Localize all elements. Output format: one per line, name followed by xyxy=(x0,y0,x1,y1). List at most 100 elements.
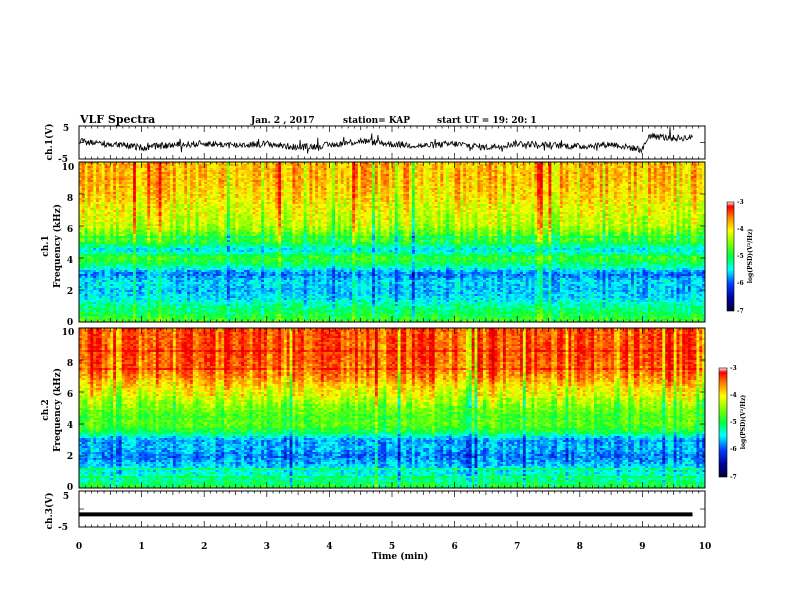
spectrogram-cell xyxy=(241,190,245,193)
spectrogram-cell xyxy=(551,178,555,181)
spectrogram-cell xyxy=(451,194,455,197)
spectrogram-cell xyxy=(79,176,83,179)
spectrogram-cell xyxy=(195,164,199,167)
spectrogram-cell xyxy=(474,204,478,207)
spectrogram-cell xyxy=(645,172,649,175)
spectrogram-cell xyxy=(377,186,381,189)
spectrogram-cell xyxy=(198,204,202,207)
spectrogram-cell xyxy=(599,202,603,205)
spectrogram-cell xyxy=(420,178,424,181)
spectrogram-cell xyxy=(531,162,535,165)
spectrogram-cell xyxy=(332,164,336,167)
spectrogram-cell xyxy=(616,176,620,179)
spectrogram-cell xyxy=(702,200,706,203)
spectrogram-cell xyxy=(286,168,290,171)
spectrogram-cell xyxy=(423,194,427,197)
spectrogram-cell xyxy=(460,166,464,169)
spectrogram-cell xyxy=(648,162,652,165)
spectrogram-cell xyxy=(460,170,464,173)
spectrogram-cell xyxy=(329,174,333,177)
spectrogram-cell xyxy=(352,190,356,193)
spectrogram-cell xyxy=(315,184,319,187)
spectrogram-cell xyxy=(110,204,114,207)
spectrogram-cell xyxy=(690,176,694,179)
spectrogram-cell xyxy=(682,192,686,195)
spectrogram-cell xyxy=(87,176,91,179)
spectrogram-cell xyxy=(522,192,527,195)
spectrogram-cell xyxy=(346,188,350,191)
spectrogram-cell xyxy=(457,198,461,201)
spectrogram-cell xyxy=(636,190,640,193)
spectrogram-cell xyxy=(679,166,683,169)
spectrogram-cell xyxy=(258,166,262,169)
spectrogram-cell xyxy=(386,192,390,195)
spectrogram-cell xyxy=(215,162,219,165)
spectrogram-cell xyxy=(631,174,635,177)
spectrogram-cell xyxy=(266,200,270,203)
spectrogram-cell xyxy=(198,174,202,177)
spectrogram-cell xyxy=(414,174,418,177)
spectrogram-cell xyxy=(485,168,490,171)
spectrogram-cell xyxy=(690,168,694,171)
spectrogram-cell xyxy=(551,190,555,193)
spectrogram-cell xyxy=(474,178,478,181)
spectrogram-cell xyxy=(448,182,453,185)
spectrogram-cell xyxy=(349,194,353,197)
spectrogram-cell xyxy=(323,200,327,203)
spectrogram-cell xyxy=(144,194,148,197)
spectrogram-cell xyxy=(266,180,270,183)
spectrogram-cell xyxy=(309,174,313,177)
spectrogram-cell xyxy=(420,200,424,203)
spectrogram-cell xyxy=(702,166,706,169)
spectrogram-cell xyxy=(602,190,606,193)
spectrogram-cell xyxy=(241,182,245,185)
spectrogram-cell xyxy=(639,174,643,177)
spectrogram-cell xyxy=(93,172,97,175)
spectrogram-cell xyxy=(158,170,162,173)
spectrogram-cell xyxy=(244,184,248,187)
spectrogram-cell xyxy=(286,164,290,167)
spectrogram-cell xyxy=(93,198,97,201)
spectrogram-cell xyxy=(366,204,370,207)
spectrogram-cell xyxy=(295,162,299,165)
spectrogram-cell xyxy=(340,166,344,169)
spectrogram-cell xyxy=(531,184,535,187)
spectrogram-cell xyxy=(699,182,703,185)
spectrogram-cell xyxy=(502,202,507,205)
spectrogram-cell xyxy=(326,168,330,171)
spectrogram-cell xyxy=(500,170,504,173)
spectrogram-cell xyxy=(420,168,424,171)
spectrogram-cell xyxy=(645,178,649,181)
spectrogram-cell xyxy=(309,198,313,201)
spectrogram-cell xyxy=(537,188,541,191)
spectrogram-cell xyxy=(565,186,569,189)
spectrogram-cell xyxy=(380,202,384,205)
spectrogram-cell xyxy=(286,172,290,175)
spectrogram-cell xyxy=(613,190,618,193)
spectrogram-cell xyxy=(298,180,302,183)
spectrogram-cell xyxy=(377,174,381,177)
spectrogram-cell xyxy=(155,188,159,191)
spectrogram-cell xyxy=(266,172,270,175)
spectrogram-cell xyxy=(164,194,168,197)
spectrogram-cell xyxy=(383,178,387,181)
spectrogram-cell xyxy=(309,178,313,181)
spectrogram-cell xyxy=(471,182,475,185)
spectrogram-cell xyxy=(520,164,524,167)
spectrogram-cell xyxy=(93,202,97,205)
spectrogram-cell xyxy=(326,172,330,175)
spectrogram-cell xyxy=(454,182,458,185)
spectrogram-cell xyxy=(539,176,544,179)
spectrogram-cell xyxy=(582,172,586,175)
spectrogram-cell xyxy=(79,180,83,183)
spectrogram-cell xyxy=(349,196,353,199)
spectrogram-cell xyxy=(320,172,325,175)
spectrogram-cell xyxy=(224,198,228,201)
spectrogram-cell xyxy=(309,196,313,199)
spectrogram-cell xyxy=(409,176,413,179)
spectrogram-cell xyxy=(275,172,279,175)
spectrogram-cell xyxy=(266,178,270,181)
spectrogram-cell xyxy=(161,192,165,195)
spectrogram-cell xyxy=(687,194,692,197)
spectrogram-cell xyxy=(511,204,515,207)
